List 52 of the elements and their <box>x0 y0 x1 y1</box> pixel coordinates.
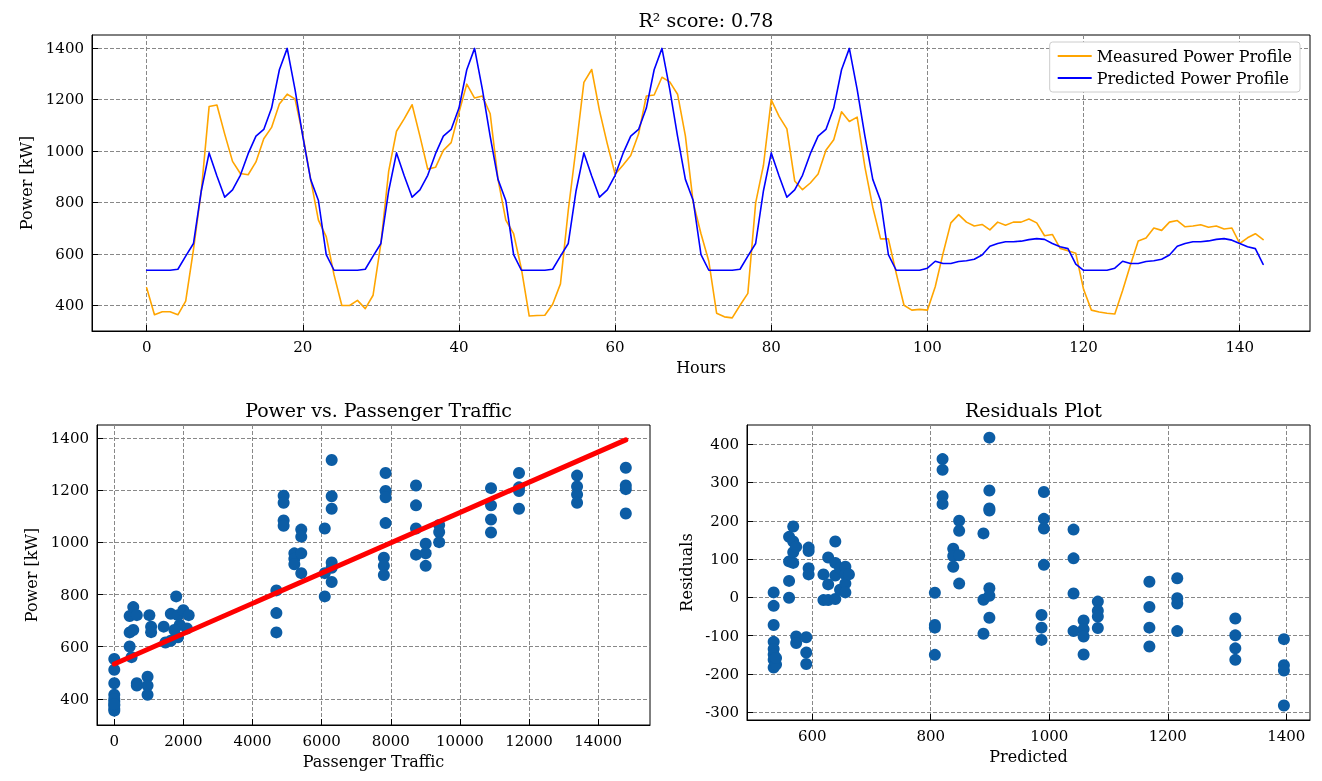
x-tick-label: 800 <box>916 726 946 745</box>
legend-label: Measured Power Profile <box>1096 46 1293 66</box>
y-tick-label: 200 <box>710 511 739 530</box>
x-tick-label: 12000 <box>505 731 553 750</box>
y-tick-label: 1000 <box>50 533 89 552</box>
y-tick-label: 800 <box>55 193 84 212</box>
x-tick-label: 0 <box>141 337 152 356</box>
y-tick-label: 400 <box>55 296 84 315</box>
y-tick-label: 1400 <box>50 429 89 448</box>
chart-title: Power vs. Passenger Traffic <box>245 398 512 421</box>
y-tick-label: 100 <box>710 550 739 569</box>
y-tick-label: 1200 <box>45 90 84 109</box>
x-tick-label: 4000 <box>233 731 272 750</box>
x-axis-title: Hours <box>676 357 726 377</box>
y-axis-title: Power [kW] <box>17 135 37 231</box>
y-tick-label: 1400 <box>45 38 84 57</box>
x-tick-label: 40 <box>449 337 469 356</box>
legend-label: Predicted Power Profile <box>1096 68 1290 88</box>
x-tick-label: 14000 <box>574 731 623 750</box>
y-tick-label: 600 <box>55 244 84 263</box>
x-tick-label: 120 <box>1069 337 1098 356</box>
chart-title: R² score: 0.78 <box>638 8 774 31</box>
y-tick-label: 0 <box>729 588 739 607</box>
x-tick-label: 100 <box>913 337 942 356</box>
y-tick-label: -300 <box>705 703 739 722</box>
x-tick-label: 1200 <box>1148 726 1187 745</box>
y-tick-label: 1000 <box>45 141 84 160</box>
y-tick-label: 300 <box>710 473 739 492</box>
y-tick-label: 800 <box>60 585 89 604</box>
x-tick-label: 8000 <box>371 731 410 750</box>
x-tick-label: 140 <box>1225 337 1255 356</box>
x-tick-label: 600 <box>797 726 827 745</box>
y-tick-label: 1200 <box>50 481 89 500</box>
x-axis-title: Predicted <box>989 746 1068 766</box>
x-tick-label: 0 <box>109 731 120 750</box>
x-tick-label: 1000 <box>1030 726 1069 745</box>
x-tick-label: 6000 <box>302 731 341 750</box>
chart-title: Residuals Plot <box>965 398 1103 421</box>
x-axis-title: Passenger Traffic <box>302 751 445 771</box>
x-tick-label: 60 <box>605 337 625 356</box>
y-axis-title: Power [kW] <box>22 527 42 623</box>
x-tick-label: 10000 <box>436 731 484 750</box>
x-tick-label: 1400 <box>1267 726 1306 745</box>
x-tick-label: 2000 <box>164 731 203 750</box>
y-tick-label: 600 <box>60 637 89 656</box>
y-tick-label: -100 <box>705 626 739 645</box>
x-tick-label: 80 <box>761 337 781 356</box>
y-tick-label: 400 <box>60 689 89 708</box>
y-tick-label: -200 <box>705 665 739 684</box>
y-axis-title: Residuals <box>676 533 696 612</box>
x-tick-label: 20 <box>293 337 313 356</box>
y-tick-label: 400 <box>710 435 739 454</box>
